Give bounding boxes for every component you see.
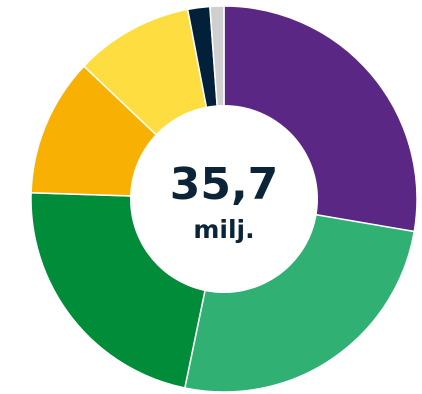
donut-hole: [130, 105, 318, 293]
center-total-unit: milj.: [193, 215, 254, 244]
center-total-value: 35,7: [170, 159, 279, 210]
